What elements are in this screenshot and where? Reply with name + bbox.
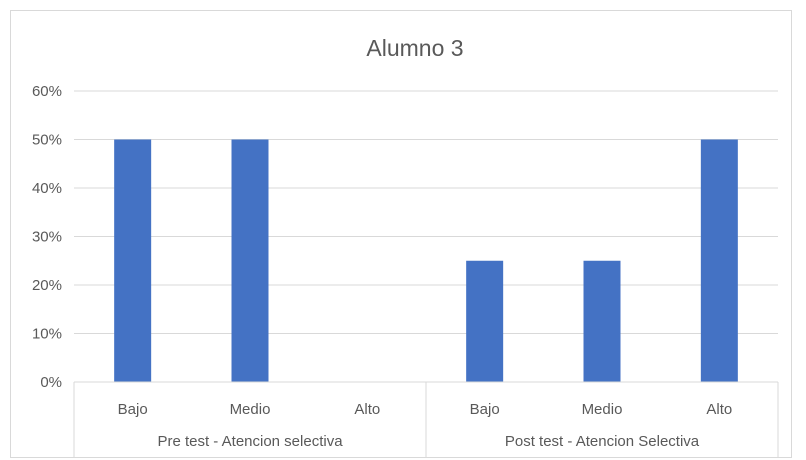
x-group-label: Pre test - Atencion selectiva <box>157 433 343 450</box>
y-tick-label: 50% <box>32 132 62 149</box>
bar-pre-bajo <box>114 139 152 382</box>
x-category-label: Alto <box>354 401 380 418</box>
y-tick-label: 40% <box>32 180 62 197</box>
x-category-label: Bajo <box>118 401 148 418</box>
x-category-label: Medio <box>582 401 623 418</box>
x-category-label: Medio <box>230 401 271 418</box>
y-tick-label: 60% <box>32 83 62 100</box>
chart-title: Alumno 3 <box>366 35 463 61</box>
bar-post-alto <box>700 139 738 382</box>
bar-post-bajo <box>466 260 504 382</box>
y-tick-label: 20% <box>32 277 62 294</box>
bar-post-medio <box>583 260 621 382</box>
x-group-label: Post test - Atencion Selectiva <box>505 433 700 450</box>
x-category-label: Bajo <box>470 401 500 418</box>
y-tick-label: 10% <box>32 326 62 343</box>
bar-pre-medio <box>231 139 269 382</box>
y-tick-label: 0% <box>40 374 62 391</box>
y-tick-label: 30% <box>32 229 62 246</box>
x-category-label: Alto <box>706 401 732 418</box>
